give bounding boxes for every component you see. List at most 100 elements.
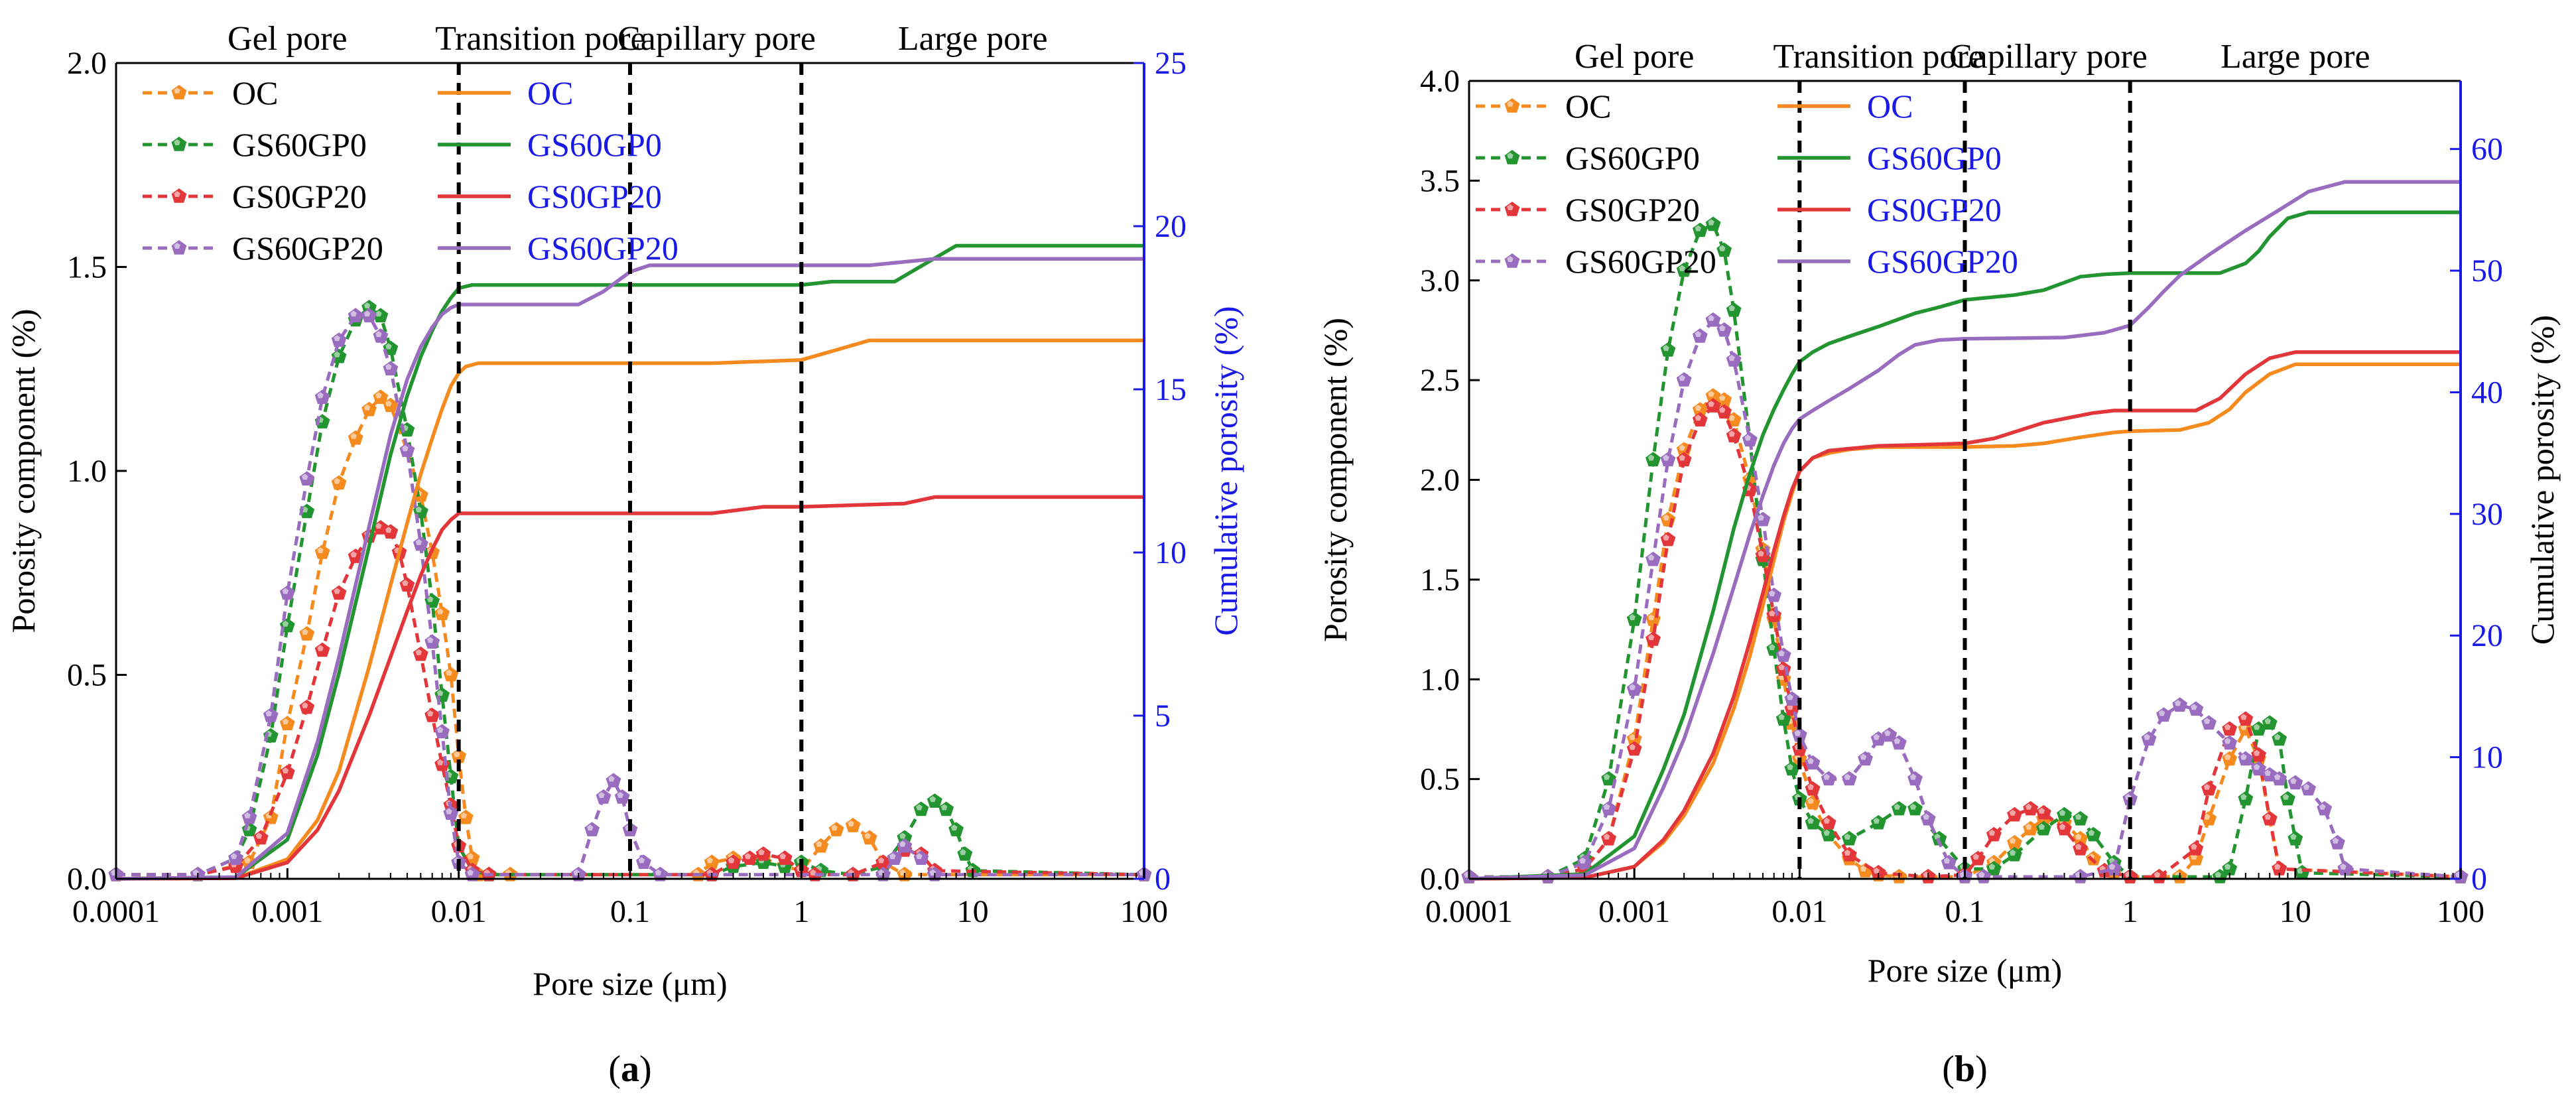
point-gs60gp0-10-a-highlight bbox=[363, 302, 371, 308]
point-gs60gp20-7-b-highlight bbox=[1679, 375, 1685, 381]
y-tick-label-0-b: 0.0 bbox=[1420, 862, 1460, 897]
y-axis-label-a: Porosity component (%) bbox=[5, 309, 42, 633]
point-gs60gp0-39-b-highlight bbox=[2274, 734, 2281, 740]
point-gs0gp20-21-b-highlight bbox=[1873, 868, 1880, 874]
point-gs0gp20-8-a-highlight bbox=[350, 551, 357, 558]
data-marks-a bbox=[108, 243, 1152, 881]
point-gs60gp0-10-b-highlight bbox=[1719, 245, 1726, 251]
point-gs60gp20-23-a-highlight bbox=[608, 775, 615, 782]
y-tick-label-6-b: 3.0 bbox=[1420, 263, 1460, 298]
point-gs0gp20-13-a-highlight bbox=[402, 580, 409, 586]
point-gs0gp20-30-b-highlight bbox=[2075, 843, 2082, 850]
x-tick-label-0-a: 0.0001 bbox=[72, 894, 160, 929]
point-gs60gp0-5-b-highlight bbox=[1647, 454, 1655, 461]
point-oc-4-a-highlight bbox=[282, 718, 289, 725]
point-gs60gp20-19-a-highlight bbox=[467, 869, 474, 875]
series-line-gs60gp0-component-b bbox=[1469, 222, 2461, 879]
legend-right-label-gs0gp20-a: GS0GP20 bbox=[527, 178, 662, 215]
point-gs0gp20-8-b-highlight bbox=[1695, 415, 1702, 421]
point-gs0gp20-7-b-highlight bbox=[1679, 454, 1685, 461]
point-gs60gp20-41-b-highlight bbox=[2264, 769, 2271, 776]
point-gs0gp20-10-a-highlight bbox=[375, 523, 382, 529]
series-line-oc-cumulative-a bbox=[115, 338, 1144, 881]
point-gs0gp20-3-b-highlight bbox=[1603, 833, 1610, 840]
legend-left-label-gs60gp0-b: GS60GP0 bbox=[1565, 139, 1700, 176]
point-oc-10-b-highlight bbox=[1719, 395, 1726, 401]
point-gs60gp20-15-b-highlight bbox=[1778, 650, 1785, 657]
point-gs60gp20-21-a-highlight bbox=[586, 824, 594, 831]
point-gs0gp20-25-b-highlight bbox=[1988, 829, 1996, 836]
point-gs60gp0-31-a-highlight bbox=[929, 796, 936, 803]
series-line-gs0gp20-cumulative-a bbox=[115, 495, 1144, 881]
point-gs60gp20-13-b-highlight bbox=[1758, 514, 1764, 521]
point-gs60gp20-43-b-highlight bbox=[2290, 777, 2297, 784]
point-gs60gp20-31-b-highlight bbox=[2108, 864, 2116, 870]
point-gs0gp20-9-b-highlight bbox=[1708, 401, 1714, 407]
point-gs60gp20-37-b-highlight bbox=[2203, 718, 2211, 724]
point-oc-16-a-highlight bbox=[446, 669, 452, 676]
point-gs60gp0-41-b-highlight bbox=[2290, 833, 2297, 840]
point-gs60gp20-11-b-highlight bbox=[1728, 355, 1735, 361]
point-gs60gp20-23-b-highlight bbox=[1884, 730, 1891, 736]
legend-right-label-oc-a: OC bbox=[527, 74, 573, 111]
point-gs60gp20-22-a-highlight bbox=[598, 792, 605, 798]
point-gs60gp20-40-b-highlight bbox=[2253, 763, 2260, 770]
point-gs60gp20-3-b-highlight bbox=[1603, 803, 1610, 810]
x-tick-label-6-a: 100 bbox=[1120, 894, 1168, 929]
point-gs0gp20-35-b-highlight bbox=[2203, 783, 2211, 790]
point-gs60gp0-20-b-highlight bbox=[1844, 833, 1851, 840]
point-gs60gp20-21-b-highlight bbox=[1860, 753, 1867, 760]
point-gs0gp20-18-b-highlight bbox=[1807, 783, 1814, 790]
series-gs60gp20-component-b bbox=[1461, 312, 2469, 883]
point-gs0gp20-3-a-highlight bbox=[255, 832, 263, 839]
point-gs60gp0-11-b-highlight bbox=[1728, 304, 1735, 311]
y2-tick-label-0-b: 0 bbox=[2471, 862, 2487, 897]
point-gs60gp0-30-b-highlight bbox=[2075, 813, 2082, 820]
panel-label-a: (a) bbox=[608, 1049, 651, 1090]
legend-left-marker-gs0gp20-a-highlight bbox=[174, 191, 180, 197]
point-gs60gp20-12-b-highlight bbox=[1744, 434, 1752, 441]
region-label-large-pore-b: Large pore bbox=[2221, 38, 2370, 76]
point-gs60gp0-7-b-highlight bbox=[1679, 265, 1685, 271]
point-gs60gp20-14-b-highlight bbox=[1769, 590, 1775, 596]
point-gs0gp20-24-a-highlight bbox=[758, 849, 765, 856]
point-gs60gp0-30-a-highlight bbox=[916, 804, 923, 810]
point-gs60gp20-34-b-highlight bbox=[2158, 710, 2165, 716]
point-gs0gp20-19-b-highlight bbox=[1823, 817, 1830, 824]
point-gs0gp20-6-b-highlight bbox=[1663, 534, 1669, 541]
point-oc-11-b-highlight bbox=[1728, 415, 1735, 421]
point-oc-7-b-highlight bbox=[1679, 444, 1685, 451]
point-gs60gp20-8-a-highlight bbox=[334, 335, 340, 342]
legend-a: OC GS60GP0 GS0GP20 GS60GP20 OC GS60GP0 G… bbox=[143, 74, 678, 267]
point-gs60gp0-26-b-highlight bbox=[1988, 864, 1996, 870]
legend-left-label-oc-b: OC bbox=[1565, 88, 1611, 125]
point-gs60gp20-10-a-highlight bbox=[363, 310, 371, 317]
region-labels-a: Gel pore Transition pore Capillary pore … bbox=[227, 20, 1047, 58]
y2-tick-label-3-b: 30 bbox=[2471, 497, 2503, 532]
point-gs60gp20-18-b-highlight bbox=[1807, 757, 1814, 764]
x-tick-label-2-a: 0.01 bbox=[431, 894, 487, 929]
point-gs60gp20-13-a-highlight bbox=[402, 445, 409, 452]
point-oc-30-a-highlight bbox=[831, 824, 838, 831]
point-gs0gp20-13-b-highlight bbox=[1758, 550, 1764, 556]
point-gs60gp0-9-b-highlight bbox=[1708, 219, 1714, 226]
x-axis-label-a: Pore size (μm) bbox=[533, 965, 727, 1002]
point-gs60gp0-28-b-highlight bbox=[2038, 823, 2045, 830]
point-gs60gp20-4-b-highlight bbox=[1629, 684, 1636, 690]
point-gs60gp20-29-b-highlight bbox=[1978, 872, 1985, 877]
y-tick-label-3-a: 1.5 bbox=[67, 250, 107, 285]
legend-left-label-gs60gp0-a: GS60GP0 bbox=[232, 126, 367, 163]
point-gs0gp20-4-b-highlight bbox=[1629, 744, 1636, 750]
panel-letter-a: a bbox=[621, 1049, 639, 1090]
point-gs60gp20-9-a-highlight bbox=[350, 310, 357, 317]
point-gs60gp0-4-b-highlight bbox=[1629, 614, 1636, 621]
point-gs0gp20-37-b-highlight bbox=[2240, 714, 2247, 720]
y2-tick-label-5-a: 25 bbox=[1155, 46, 1187, 81]
point-gs60gp0-42-b-highlight bbox=[2297, 868, 2303, 874]
point-gs60gp20-11-a-highlight bbox=[375, 331, 382, 338]
point-gs0gp20-14-b-highlight bbox=[1769, 610, 1775, 617]
point-gs0gp20-33-b-highlight bbox=[2154, 872, 2161, 877]
y-axis-label-b: Porosity component (%) bbox=[1317, 318, 1354, 642]
point-gs60gp20-20-b-highlight bbox=[1844, 773, 1851, 780]
